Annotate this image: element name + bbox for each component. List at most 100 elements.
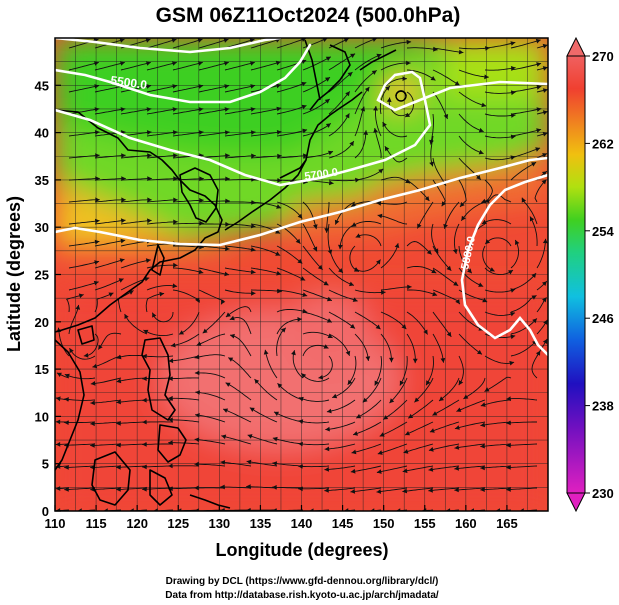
streamline-arrowhead — [172, 283, 178, 289]
streamline — [220, 486, 252, 489]
streamline — [120, 199, 152, 203]
streamline — [272, 437, 304, 445]
streamline — [510, 147, 541, 159]
streamline — [224, 289, 256, 294]
streamline-arrowhead — [168, 440, 173, 446]
streamline-arrowhead — [145, 38, 151, 43]
streamline-arrowhead — [484, 198, 490, 204]
streamline — [328, 71, 353, 93]
streamline-arrowhead — [508, 270, 513, 275]
streamline-arrowhead — [75, 304, 81, 310]
streamline — [510, 295, 537, 313]
colorbar-body — [566, 55, 586, 494]
streamline — [380, 243, 399, 269]
streamline — [116, 399, 148, 403]
streamline-arrowhead — [542, 281, 547, 286]
streamline-arrowhead — [247, 434, 253, 439]
streamline-arrowhead — [146, 107, 152, 112]
streamline — [276, 154, 308, 159]
streamline — [484, 194, 512, 203]
streamline-arrowhead — [124, 314, 129, 319]
streamline-arrowhead — [401, 324, 407, 330]
streamline — [224, 245, 256, 251]
streamline — [376, 201, 408, 205]
streamline-arrowhead — [542, 339, 548, 344]
x-axis: 110 115 120 125 130 135 140 145 150 155 160 165 — [45, 505, 518, 531]
streamline-arrowhead — [406, 39, 412, 45]
streamline-arrowhead — [225, 246, 230, 251]
streamline-arrowhead — [352, 297, 358, 302]
streamline-arrowhead — [93, 280, 99, 286]
streamline-arrowhead — [263, 349, 269, 355]
y-tick-label: 25 — [35, 268, 49, 283]
streamline — [506, 398, 538, 401]
streamline — [406, 333, 416, 364]
streamline — [120, 259, 151, 269]
streamline-arrowhead — [225, 312, 231, 317]
streamline — [194, 372, 226, 379]
streamline — [172, 154, 204, 159]
streamline — [380, 41, 412, 49]
streamline — [481, 219, 512, 225]
streamline — [402, 487, 434, 493]
graticule — [55, 38, 548, 511]
streamline — [225, 306, 252, 318]
streamline-arrowhead — [322, 38, 328, 42]
streamline-arrowhead — [229, 315, 235, 321]
streamline-arrowhead — [329, 180, 334, 186]
streamline — [380, 311, 407, 330]
streamline-arrowhead — [147, 218, 152, 224]
streamline-arrowhead — [220, 484, 225, 490]
streamline — [301, 373, 330, 382]
streamline — [120, 177, 152, 181]
streamline-arrowhead — [377, 213, 383, 219]
streamline — [142, 443, 173, 445]
streamline-arrowhead — [541, 179, 547, 185]
streamline-arrowhead — [323, 344, 329, 349]
streamline-arrowhead — [202, 328, 208, 334]
streamline-arrowhead — [405, 112, 411, 117]
streamline — [480, 465, 512, 469]
streamline-arrowhead — [453, 281, 459, 286]
streamline — [374, 127, 382, 159]
streamline — [64, 373, 96, 380]
streamline-arrowhead — [351, 449, 357, 455]
streamline-arrowhead — [142, 442, 147, 447]
streamline-arrowhead — [377, 450, 383, 455]
streamline-arrowhead — [376, 469, 382, 474]
streamline — [347, 355, 357, 385]
streamline-arrowhead — [251, 290, 256, 296]
streamline-arrowhead — [384, 146, 390, 152]
streamline — [354, 53, 382, 71]
coastlines — [55, 39, 397, 509]
streamline — [199, 223, 230, 225]
x-tick-label: 150 — [373, 516, 395, 531]
streamline-arrowhead — [228, 357, 234, 362]
streamline-arrowhead — [64, 397, 69, 402]
streamline — [354, 311, 381, 330]
streamline-arrowhead — [275, 60, 281, 66]
streamline — [64, 398, 96, 401]
streamline — [254, 378, 278, 401]
streamline — [64, 465, 96, 469]
y-tick-label: 30 — [35, 220, 49, 235]
streamline — [302, 267, 329, 286]
streamline — [250, 201, 282, 209]
streamline — [328, 91, 351, 115]
streamline-arrowhead — [302, 292, 308, 297]
streamline-arrowhead — [332, 393, 338, 399]
streamline — [406, 266, 437, 274]
streamline — [246, 485, 278, 489]
streamline-arrowhead — [478, 127, 484, 133]
streamline-arrowhead — [542, 238, 548, 244]
streamline — [510, 39, 541, 49]
streamline — [354, 259, 381, 272]
streamline — [250, 61, 281, 71]
streamline-arrowhead — [350, 323, 355, 329]
streamline-arrowhead — [542, 88, 548, 93]
streamline — [458, 311, 484, 331]
y-tick-label: 5 — [42, 457, 49, 472]
streamline — [354, 289, 386, 294]
streamline — [384, 145, 408, 163]
streamline-arrowhead — [64, 465, 69, 470]
